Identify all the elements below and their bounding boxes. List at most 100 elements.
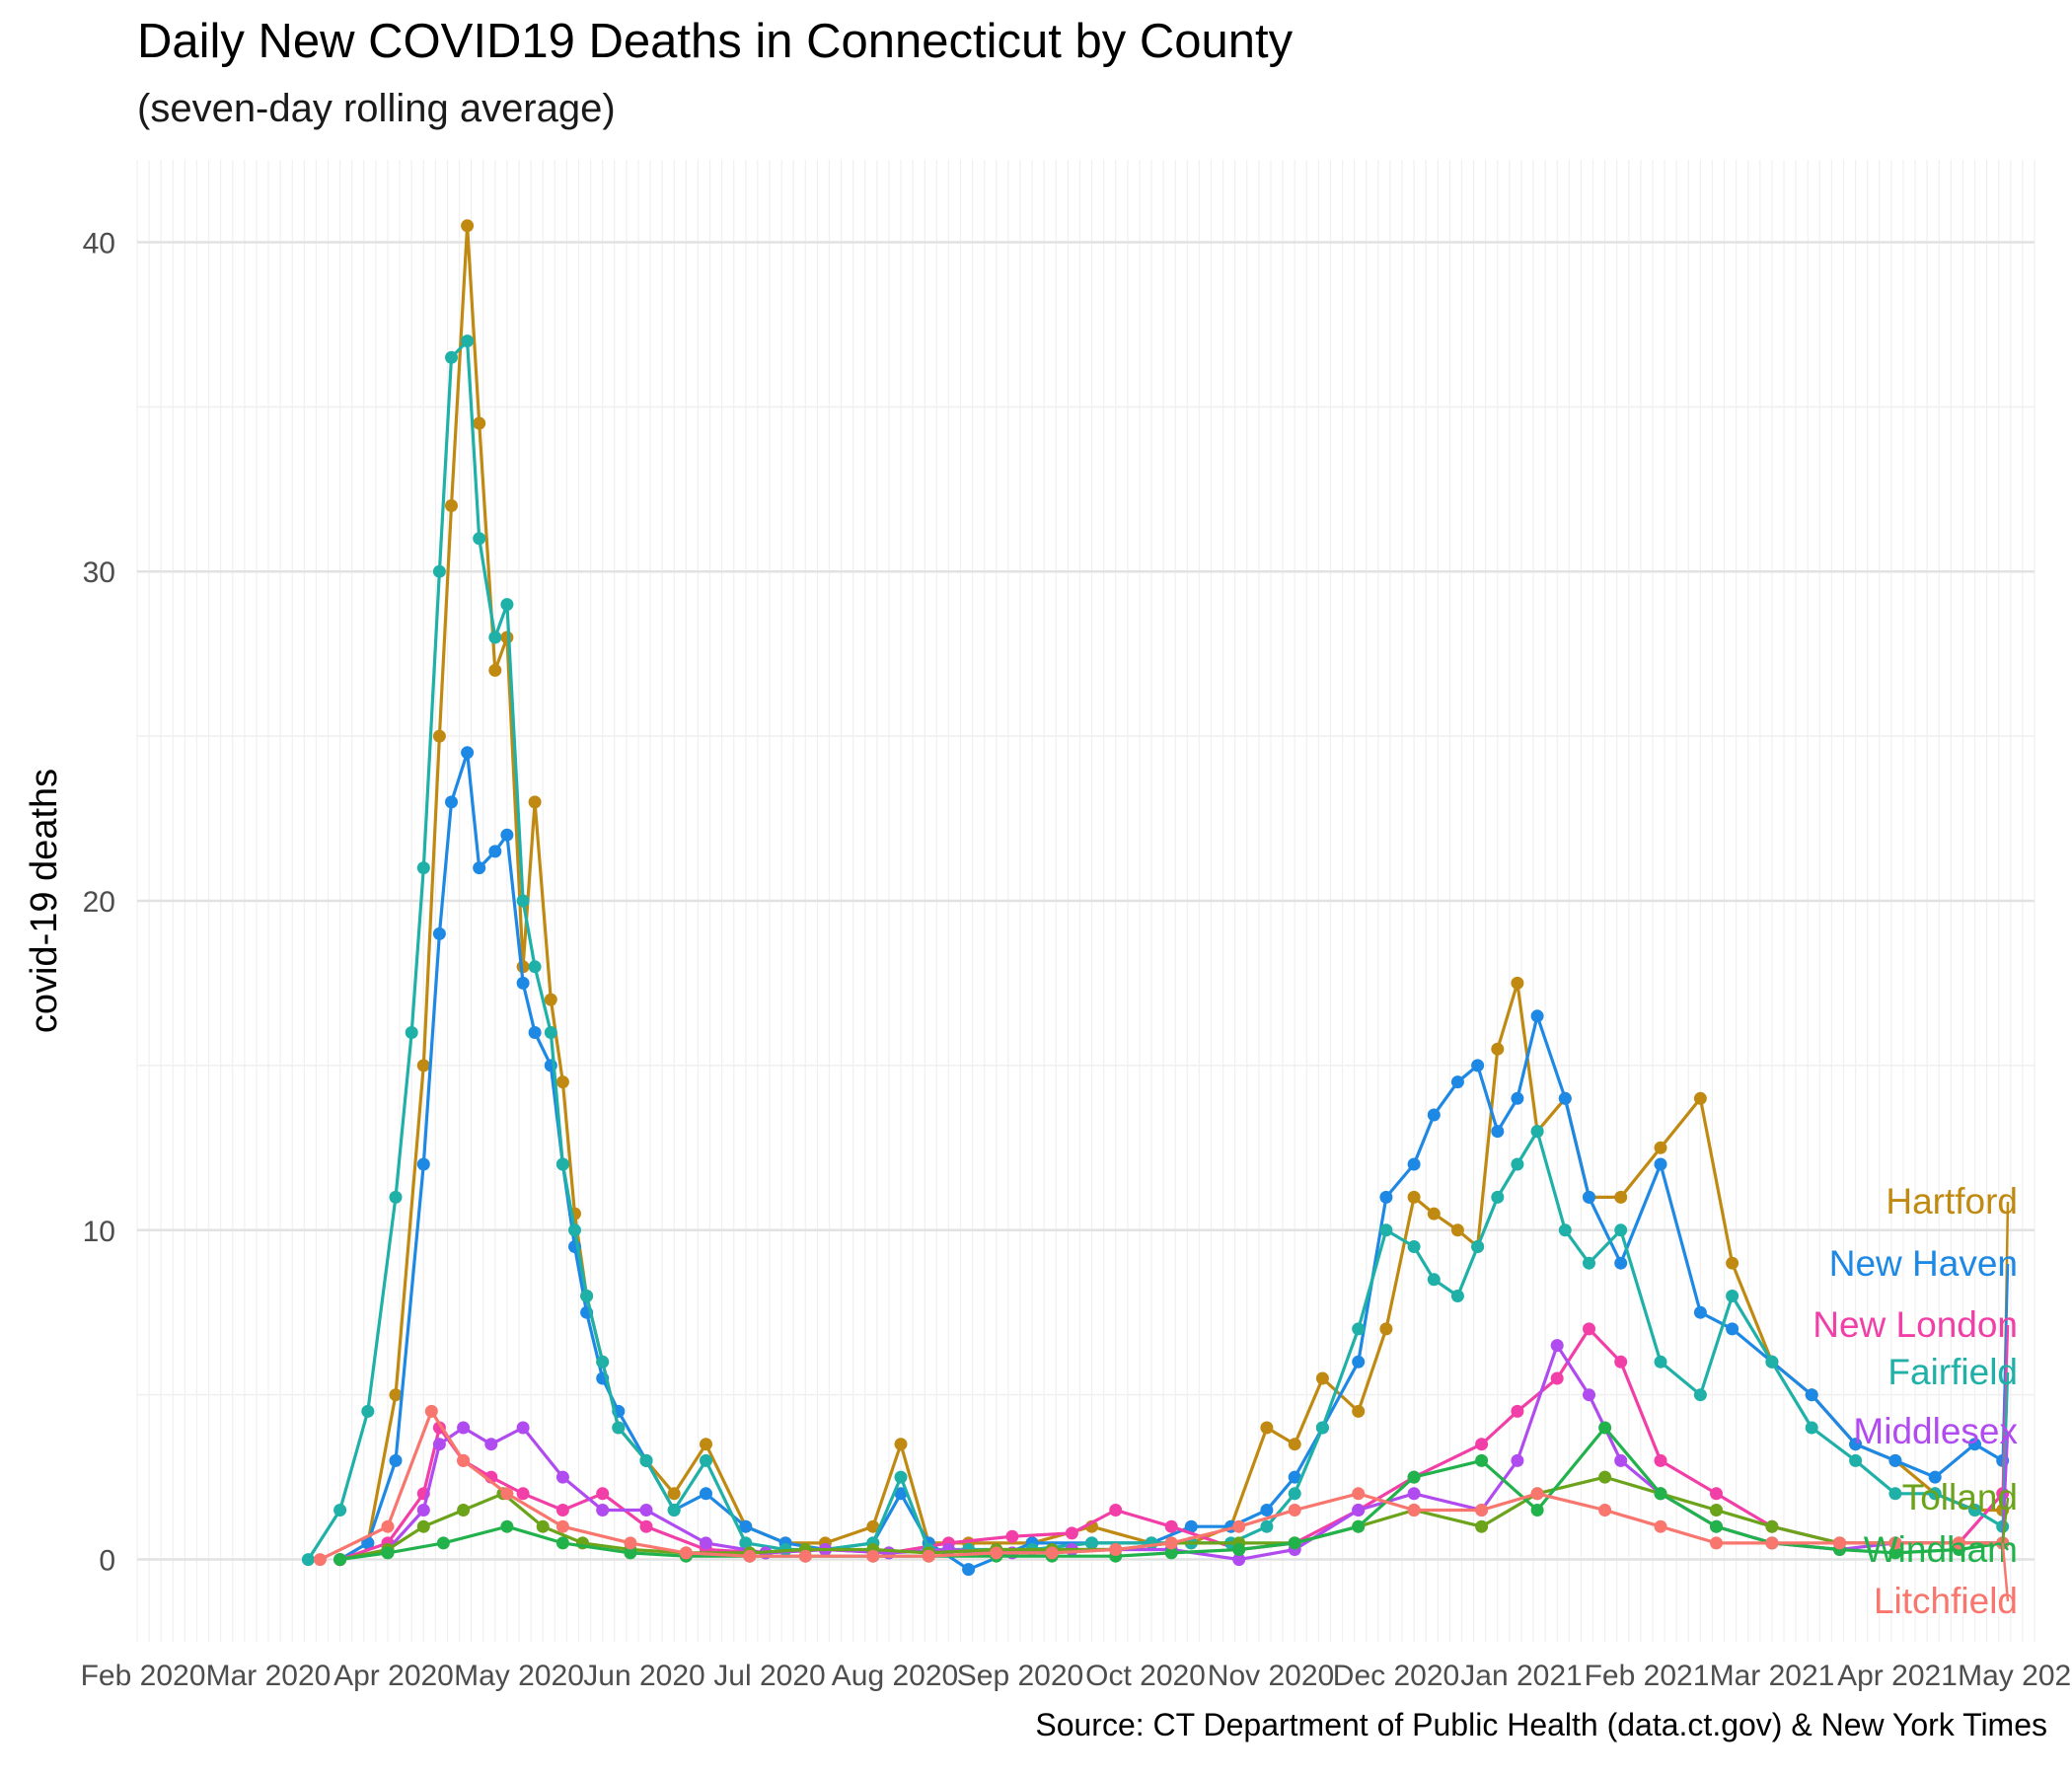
- data-point: [544, 1026, 557, 1039]
- data-point: [1614, 1190, 1628, 1204]
- series-label: Litchfield: [1874, 1581, 2018, 1621]
- data-point: [700, 1536, 712, 1550]
- data-point: [1427, 1207, 1441, 1221]
- x-tick-label: Mar 2021: [1710, 1660, 1835, 1692]
- data-point: [1558, 1091, 1572, 1105]
- x-tick-label: Feb 2020: [81, 1660, 206, 1692]
- data-point: [624, 1546, 637, 1560]
- x-tick-label: May 2020: [454, 1660, 584, 1692]
- data-point: [1288, 1487, 1301, 1501]
- y-tick-label: 10: [83, 1216, 115, 1248]
- data-point: [1288, 1504, 1301, 1517]
- data-point: [500, 828, 514, 842]
- data-point: [1109, 1543, 1123, 1556]
- data-point: [1968, 1438, 1981, 1451]
- data-point: [1085, 1536, 1098, 1550]
- data-point: [1598, 1504, 1612, 1517]
- data-point: [1491, 1042, 1505, 1056]
- data-point: [416, 1504, 430, 1517]
- data-point: [1558, 1223, 1572, 1237]
- x-tick-label: Sep 2020: [957, 1660, 1083, 1692]
- data-point: [1164, 1546, 1178, 1560]
- data-point: [1379, 1223, 1393, 1237]
- chart-title: Daily New COVID19 Deaths in Connecticut …: [137, 15, 1294, 68]
- data-point: [1888, 1487, 1902, 1501]
- data-point: [1511, 1157, 1524, 1171]
- data-point: [1164, 1519, 1178, 1533]
- series-label: New Haven: [1829, 1243, 2018, 1284]
- data-point: [1407, 1504, 1421, 1517]
- data-point: [432, 729, 446, 743]
- data-point: [488, 845, 502, 858]
- data-point: [301, 1553, 315, 1567]
- data-point: [528, 795, 542, 809]
- data-point: [1614, 1223, 1628, 1237]
- data-point: [1475, 1453, 1489, 1467]
- data-point: [432, 564, 446, 578]
- data-point: [1511, 1404, 1524, 1418]
- label-leader: [2001, 1497, 2010, 1544]
- data-point: [432, 926, 446, 940]
- data-point: [555, 1157, 569, 1171]
- data-point: [1352, 1504, 1366, 1517]
- x-tick-label: Apr 2021: [1837, 1660, 1958, 1692]
- data-point: [1232, 1519, 1246, 1533]
- data-point: [1726, 1290, 1739, 1302]
- series-new-haven: [333, 746, 2010, 1577]
- series-layer: [301, 219, 2010, 1577]
- x-tick-label: May 2021: [1958, 1660, 2072, 1692]
- data-point: [596, 1504, 610, 1517]
- y-tick-label: 0: [99, 1545, 115, 1578]
- data-point: [1805, 1421, 1818, 1435]
- data-point: [488, 663, 502, 677]
- data-point: [488, 630, 502, 644]
- data-point: [990, 1546, 1003, 1560]
- data-point: [1352, 1487, 1366, 1501]
- data-point: [798, 1549, 812, 1563]
- data-point: [1888, 1536, 1902, 1550]
- data-point: [1511, 1091, 1524, 1105]
- data-point: [484, 1438, 498, 1451]
- data-point: [1407, 1470, 1421, 1484]
- label-leader: [2001, 1431, 2010, 1543]
- data-point: [894, 1470, 908, 1484]
- x-tick-label: Jun 2020: [583, 1660, 704, 1692]
- data-point: [1511, 1453, 1524, 1467]
- data-point: [1849, 1453, 1863, 1467]
- data-point: [700, 1453, 712, 1467]
- data-point: [1471, 1059, 1485, 1073]
- data-point: [1164, 1536, 1178, 1550]
- data-point: [1407, 1240, 1421, 1253]
- data-point: [1288, 1438, 1301, 1451]
- data-point: [389, 1190, 403, 1204]
- data-point: [667, 1487, 681, 1501]
- data-point: [1968, 1504, 1981, 1517]
- data-point: [1654, 1519, 1667, 1533]
- data-point: [1654, 1487, 1667, 1501]
- data-point: [1928, 1470, 1942, 1484]
- data-point: [516, 894, 530, 908]
- data-point: [333, 1504, 347, 1517]
- data-point: [432, 1438, 446, 1451]
- x-axis: Feb 2020 Mar 2020 Apr 2020 May 2020 Jun 2020…: [81, 1660, 2072, 1692]
- data-point: [894, 1487, 908, 1501]
- data-point: [1765, 1536, 1779, 1550]
- data-point: [1352, 1322, 1366, 1336]
- data-point: [1654, 1141, 1667, 1154]
- data-point: [555, 1504, 569, 1517]
- series-label: New London: [1813, 1304, 2018, 1345]
- data-point: [416, 1059, 430, 1073]
- data-point: [500, 1519, 514, 1533]
- data-point: [1379, 1190, 1393, 1204]
- data-point: [1288, 1536, 1301, 1550]
- series-label: Middlesex: [1853, 1411, 2018, 1451]
- data-point: [405, 1026, 418, 1039]
- y-tick-label: 20: [83, 886, 115, 919]
- data-point: [1614, 1355, 1628, 1369]
- data-point: [1352, 1404, 1366, 1418]
- data-point: [381, 1546, 395, 1560]
- data-point: [1491, 1190, 1505, 1204]
- data-point: [1805, 1388, 1818, 1402]
- series-line: [338, 751, 2004, 1572]
